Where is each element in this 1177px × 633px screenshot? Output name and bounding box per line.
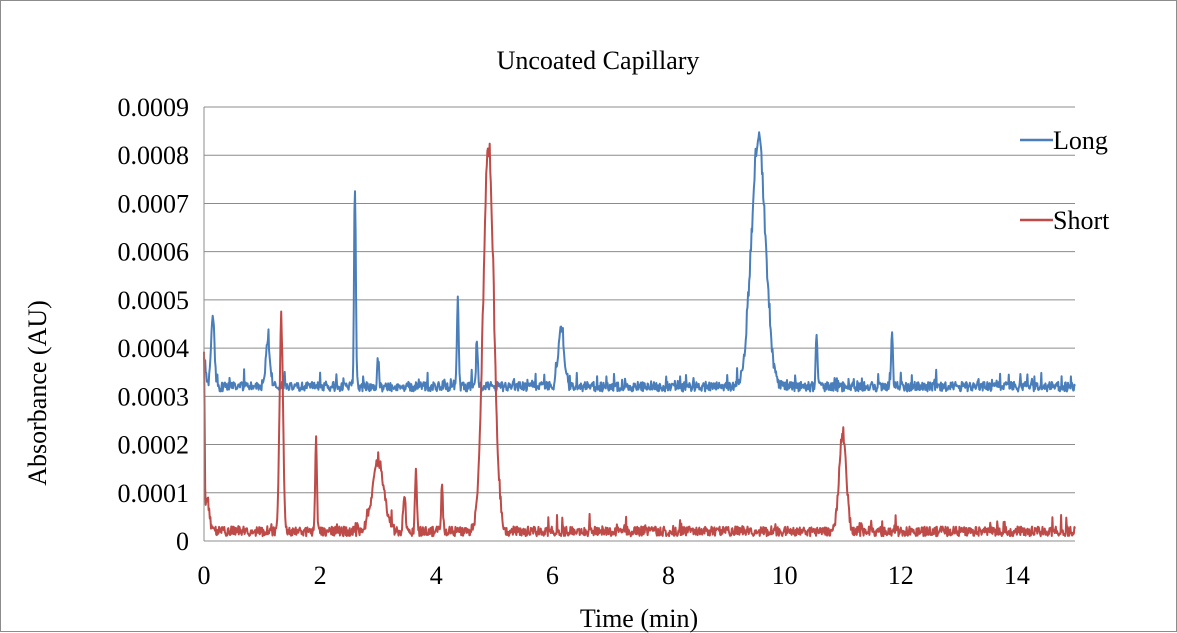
legend: Long Short [1020,126,1110,235]
y-tick-label: 0.0002 [118,431,190,460]
y-tick-label: 0.0001 [118,479,190,508]
x-tick-label: 10 [772,561,798,590]
x-tick-label: 6 [546,561,559,590]
x-tick-label: 14 [1004,561,1030,590]
y-tick-label: 0.0003 [118,382,190,411]
x-tick-label: 8 [662,561,675,590]
x-tick-label: 12 [888,561,914,590]
y-tick-label: 0 [176,527,189,556]
y-tick-label: 0.0004 [118,334,190,363]
y-tick-label: 0.0005 [118,286,190,315]
legend-label-long: Long [1053,126,1108,155]
y-tick-label: 0.0008 [118,141,190,170]
legend-label-short: Short [1053,206,1110,235]
y-tick-label: 0.0006 [118,238,190,267]
y-tick-label: 0.0009 [118,93,190,122]
x-axis-label: Time (min) [580,604,698,633]
x-tick-labels: 0 2 4 6 8 10 12 14 [198,561,1030,590]
axes [203,107,1075,542]
x-tick-label: 2 [314,561,327,590]
x-tick-label: 4 [430,561,443,590]
series-lines [203,131,1076,538]
gridlines [204,106,1075,494]
chart-title: Uncoated Capillary [497,46,700,75]
series-line-long [203,131,1076,393]
x-tick-label: 0 [198,561,211,590]
y-tick-label: 0.0007 [118,189,190,218]
y-axis-label: Absorbance (AU) [23,300,52,486]
series-line-short [203,142,1076,538]
y-tick-labels: 0 0.0001 0.0002 0.0003 0.0004 0.0005 0.0006 0.0… [118,93,190,556]
